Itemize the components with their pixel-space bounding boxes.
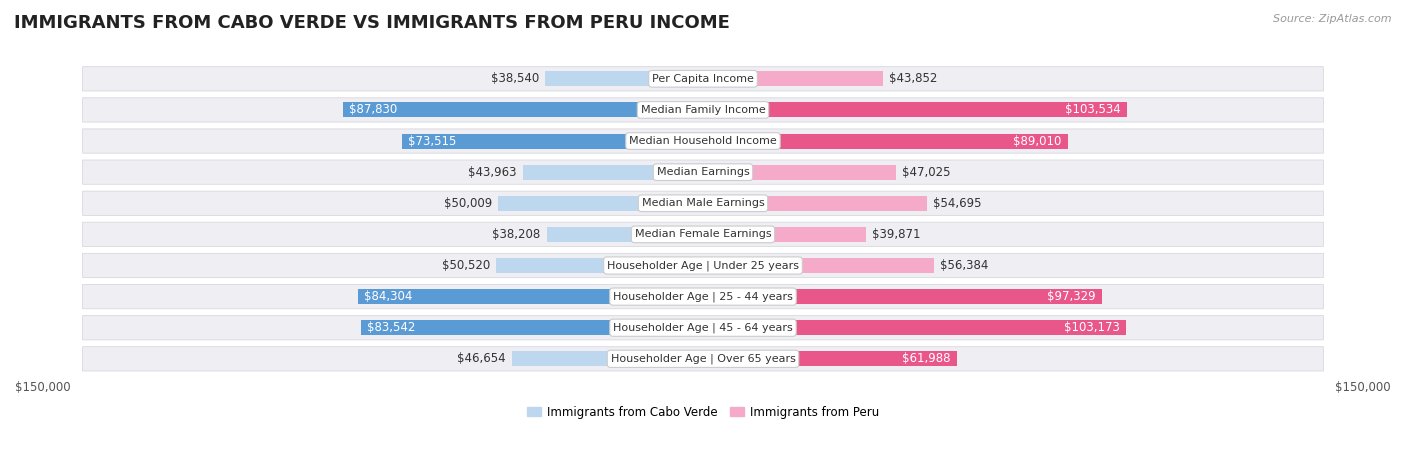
Text: Per Capita Income: Per Capita Income (652, 74, 754, 84)
Bar (361, 320, 703, 335)
FancyBboxPatch shape (83, 160, 1323, 184)
Bar (703, 320, 1126, 335)
Text: $50,520: $50,520 (441, 259, 489, 272)
Bar (546, 71, 703, 86)
Bar (703, 71, 883, 86)
Text: Median Male Earnings: Median Male Earnings (641, 198, 765, 208)
Text: $84,304: $84,304 (364, 290, 412, 303)
FancyBboxPatch shape (83, 98, 1323, 122)
Bar (703, 289, 1101, 304)
Text: $39,871: $39,871 (873, 228, 921, 241)
Text: $56,384: $56,384 (941, 259, 988, 272)
Bar (703, 196, 927, 211)
Bar (496, 258, 703, 273)
Text: $87,830: $87,830 (350, 103, 398, 116)
Bar (703, 134, 1067, 149)
Text: Householder Age | Under 25 years: Householder Age | Under 25 years (607, 260, 799, 271)
Text: $46,654: $46,654 (457, 352, 506, 365)
Text: Householder Age | Over 65 years: Householder Age | Over 65 years (610, 354, 796, 364)
Bar (402, 134, 703, 149)
Text: Source: ZipAtlas.com: Source: ZipAtlas.com (1274, 14, 1392, 24)
FancyBboxPatch shape (83, 254, 1323, 277)
FancyBboxPatch shape (83, 284, 1323, 309)
Bar (512, 351, 703, 366)
Text: Householder Age | 45 - 64 years: Householder Age | 45 - 64 years (613, 323, 793, 333)
Text: $54,695: $54,695 (934, 197, 981, 210)
Text: Median Household Income: Median Household Income (628, 136, 778, 146)
Bar (498, 196, 703, 211)
Text: $97,329: $97,329 (1047, 290, 1095, 303)
Text: $38,540: $38,540 (491, 72, 538, 85)
Bar (703, 102, 1128, 117)
Text: $50,009: $50,009 (444, 197, 492, 210)
Bar (343, 102, 703, 117)
FancyBboxPatch shape (83, 316, 1323, 340)
Text: $89,010: $89,010 (1012, 134, 1062, 148)
Text: $43,963: $43,963 (468, 166, 517, 179)
Text: $150,000: $150,000 (15, 381, 70, 394)
Text: $103,173: $103,173 (1063, 321, 1119, 334)
Text: $43,852: $43,852 (889, 72, 938, 85)
Bar (703, 351, 957, 366)
Text: Householder Age | 25 - 44 years: Householder Age | 25 - 44 years (613, 291, 793, 302)
Text: Median Female Earnings: Median Female Earnings (634, 229, 772, 240)
FancyBboxPatch shape (83, 129, 1323, 153)
Text: $83,542: $83,542 (367, 321, 415, 334)
Bar (703, 258, 934, 273)
Text: $150,000: $150,000 (1336, 381, 1391, 394)
FancyBboxPatch shape (83, 222, 1323, 247)
Legend: Immigrants from Cabo Verde, Immigrants from Peru: Immigrants from Cabo Verde, Immigrants f… (523, 401, 883, 423)
Bar (703, 227, 866, 242)
Bar (523, 165, 703, 180)
Text: IMMIGRANTS FROM CABO VERDE VS IMMIGRANTS FROM PERU INCOME: IMMIGRANTS FROM CABO VERDE VS IMMIGRANTS… (14, 14, 730, 32)
Text: $103,534: $103,534 (1066, 103, 1121, 116)
Text: $73,515: $73,515 (408, 134, 457, 148)
Bar (357, 289, 703, 304)
Text: $38,208: $38,208 (492, 228, 540, 241)
Text: Median Earnings: Median Earnings (657, 167, 749, 177)
FancyBboxPatch shape (83, 347, 1323, 371)
FancyBboxPatch shape (83, 191, 1323, 215)
Text: Median Family Income: Median Family Income (641, 105, 765, 115)
Bar (703, 165, 896, 180)
Text: $61,988: $61,988 (903, 352, 950, 365)
Text: $47,025: $47,025 (901, 166, 950, 179)
FancyBboxPatch shape (83, 67, 1323, 91)
Bar (547, 227, 703, 242)
